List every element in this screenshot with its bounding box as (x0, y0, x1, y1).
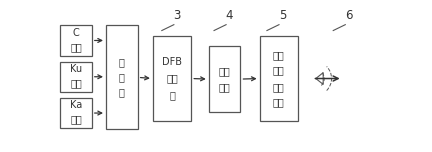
Text: Ku: Ku (70, 64, 82, 74)
Text: 工: 工 (119, 72, 125, 82)
Text: 波段: 波段 (70, 78, 82, 88)
Bar (260, 36, 298, 121)
Bar (209, 46, 241, 112)
Text: 多: 多 (119, 57, 125, 67)
Text: 格林: 格林 (273, 65, 285, 75)
Text: C: C (73, 28, 79, 38)
Text: 光放: 光放 (219, 66, 230, 76)
Text: Ka: Ka (70, 100, 82, 111)
Bar (153, 36, 191, 121)
Text: 大器: 大器 (219, 82, 230, 92)
Text: 器: 器 (169, 90, 175, 100)
Text: 4: 4 (226, 9, 233, 22)
Text: 3: 3 (174, 9, 181, 22)
Bar (60, 98, 92, 128)
Text: 发射: 发射 (273, 82, 285, 92)
Text: 卡赛: 卡赛 (273, 50, 285, 60)
Text: DFB: DFB (162, 57, 182, 67)
Text: 5: 5 (279, 9, 286, 22)
Text: 波段: 波段 (70, 114, 82, 124)
Text: 器: 器 (119, 88, 125, 98)
Text: 6: 6 (345, 9, 353, 22)
Text: 激光: 激光 (166, 74, 178, 83)
Bar (60, 62, 92, 92)
Bar (106, 25, 138, 130)
Text: 波段: 波段 (70, 42, 82, 52)
Bar (60, 25, 92, 56)
Text: 天线: 天线 (273, 97, 285, 107)
